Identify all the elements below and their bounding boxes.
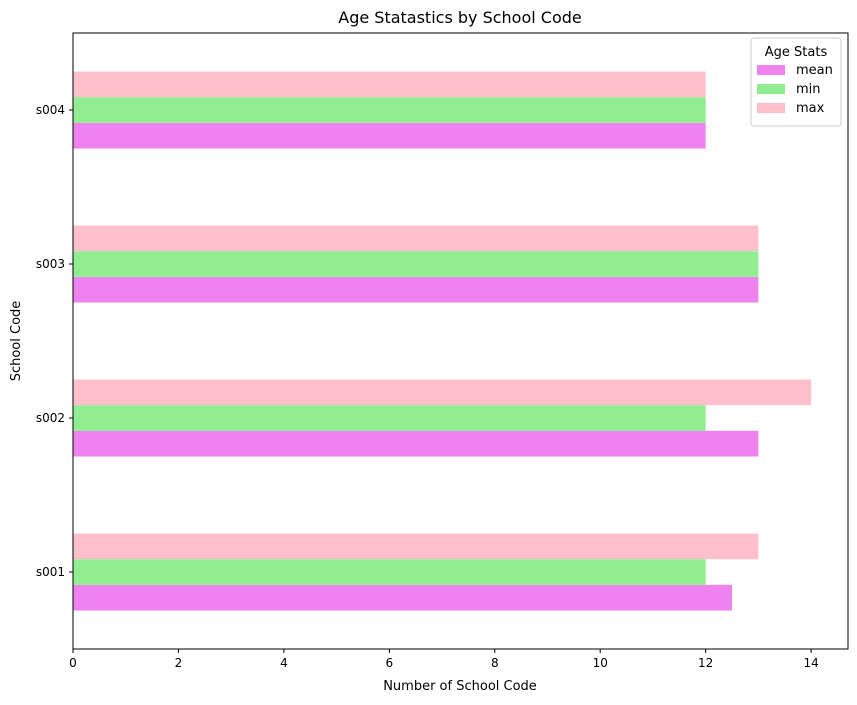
bar-s004-min	[73, 97, 706, 123]
bar-s004-max	[73, 71, 706, 98]
y-axis: s001 s002 s003 s004	[36, 103, 73, 579]
bar-s002-mean	[73, 430, 759, 457]
x-tick-label: 6	[386, 656, 394, 670]
legend-label-mean: mean	[796, 63, 833, 78]
bars-layer	[73, 71, 812, 611]
y-tick-label: s004	[36, 103, 65, 117]
x-tick-label: 14	[803, 656, 818, 670]
bar-s003-min	[73, 251, 759, 277]
y-axis-label: School Code	[9, 301, 24, 382]
bar-s001-mean	[73, 584, 733, 611]
chart-title: Age Statastics by School Code	[338, 8, 582, 27]
bar-s002-min	[73, 405, 706, 431]
bar-s001-max	[73, 533, 759, 560]
legend-label-max: max	[796, 101, 825, 116]
y-tick-label: s002	[36, 411, 65, 425]
legend-title: Age Stats	[765, 45, 828, 60]
x-axis-label: Number of School Code	[383, 679, 537, 694]
legend-swatch-mean	[757, 65, 785, 75]
x-tick-label: 4	[280, 656, 288, 670]
legend-label-min: min	[796, 82, 821, 97]
bar-s003-max	[73, 225, 759, 252]
x-tick-label: 10	[593, 656, 608, 670]
legend: Age Stats mean min max	[750, 37, 842, 127]
y-tick-label: s003	[36, 257, 65, 271]
plot-area-frame	[72, 32, 849, 650]
y-tick-label: s001	[36, 565, 65, 579]
legend-items: mean min max	[757, 63, 833, 116]
x-tick-label: 12	[698, 656, 713, 670]
x-tick-label: 0	[69, 656, 77, 670]
legend-swatch-min	[757, 84, 785, 94]
bar-s003-mean	[73, 276, 759, 303]
legend-swatch-max	[757, 103, 785, 113]
bar-s002-max	[73, 379, 812, 406]
bar-s004-mean	[73, 122, 706, 149]
x-tick-label: 8	[491, 656, 499, 670]
bar-s001-min	[73, 559, 706, 585]
x-axis: 0 2 4 6 8 10 12 14	[69, 649, 819, 670]
x-tick-label: 2	[175, 656, 183, 670]
